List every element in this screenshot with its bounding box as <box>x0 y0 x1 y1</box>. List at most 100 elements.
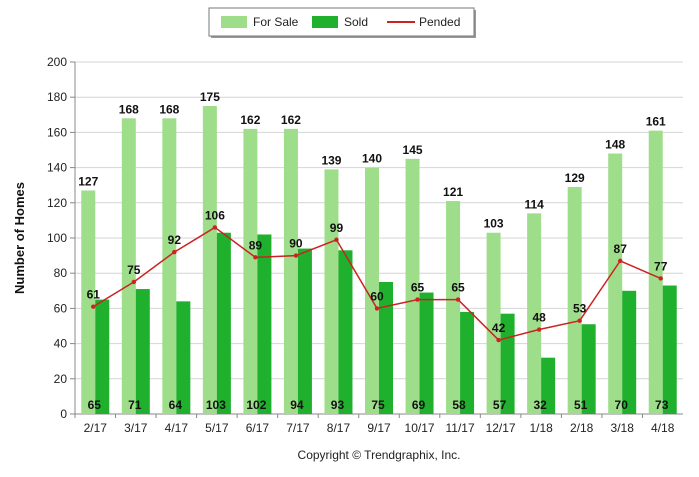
bar-for-sale <box>608 153 623 414</box>
y-tick-label-140: 140 <box>47 161 67 175</box>
label-pended: 87 <box>614 242 628 256</box>
y-tick-label-20: 20 <box>54 372 68 386</box>
pended-point <box>212 225 218 230</box>
label-pended: 75 <box>127 263 141 277</box>
label-sold: 65 <box>88 398 102 412</box>
bar-for-sale <box>81 190 96 414</box>
label-pended: 99 <box>330 221 344 235</box>
pended-point <box>374 306 380 311</box>
label-for-sale: 148 <box>605 138 625 152</box>
x-tick-label: 5/17 <box>205 421 229 435</box>
label-pended: 48 <box>532 311 546 325</box>
x-tick-label: 3/17 <box>124 421 148 435</box>
label-for-sale: 121 <box>443 185 463 199</box>
pended-point <box>293 253 299 258</box>
pended-point <box>253 255 258 260</box>
x-tick-label: 7/17 <box>286 421 310 435</box>
label-for-sale: 168 <box>119 102 139 116</box>
label-for-sale: 129 <box>565 171 585 185</box>
label-sold: 93 <box>331 398 345 412</box>
label-sold: 51 <box>574 398 588 412</box>
bar-sold <box>95 299 110 414</box>
pended-point <box>658 276 663 281</box>
pended-point <box>577 318 582 323</box>
y-tick-label-100: 100 <box>47 231 67 245</box>
y-tick-label-80: 80 <box>54 266 68 280</box>
label-for-sale: 145 <box>403 143 423 157</box>
label-for-sale: 175 <box>200 90 220 104</box>
y-tick-label-180: 180 <box>47 90 67 104</box>
y-tick-label-0: 0 <box>60 407 67 421</box>
label-sold: 73 <box>655 398 669 412</box>
legend-box <box>208 7 475 37</box>
label-sold: 58 <box>452 398 466 412</box>
x-tick-label: 9/17 <box>367 421 391 435</box>
bar-sold <box>622 290 637 414</box>
bar-for-sale <box>567 186 582 414</box>
label-pended: 53 <box>573 302 587 316</box>
pended-point <box>91 304 96 309</box>
y-axis-label: Number of Homes <box>12 182 27 294</box>
pended-line <box>91 225 663 343</box>
data-labels: 127 65 168 71 168 64 175 103 162 102 162 94 139 93 140… <box>78 90 668 412</box>
pended-point <box>496 337 501 343</box>
label-for-sale: 162 <box>281 113 301 127</box>
bar-sold <box>419 292 434 414</box>
label-pended: 61 <box>87 288 101 302</box>
bar-sold <box>338 250 353 414</box>
bar-for-sale <box>405 158 420 414</box>
x-tick-label: 8/17 <box>327 421 351 435</box>
label-for-sale: 103 <box>484 217 504 231</box>
x-tick-label: 3/18 <box>611 421 635 435</box>
label-sold: 94 <box>290 398 304 412</box>
label-for-sale: 161 <box>646 115 666 129</box>
label-pended: 65 <box>411 281 425 295</box>
bar-sold <box>541 357 556 414</box>
label-pended: 60 <box>370 289 384 303</box>
label-sold: 32 <box>533 398 547 412</box>
label-sold: 57 <box>493 398 507 412</box>
legend-swatch <box>312 16 338 28</box>
label-pended: 42 <box>492 321 506 335</box>
copyright-text: Copyright © Trendgraphix, Inc. <box>298 448 461 462</box>
bar-for-sale <box>486 232 501 414</box>
pended-point <box>536 327 542 332</box>
bar-for-sale <box>243 128 258 414</box>
legend-label: Pended <box>419 15 460 29</box>
label-sold: 69 <box>412 398 426 412</box>
bar-sold <box>297 248 312 414</box>
bar-sold <box>176 301 191 414</box>
legend-label: For Sale <box>253 15 299 29</box>
label-for-sale: 139 <box>321 153 341 167</box>
pended-point <box>455 297 461 302</box>
pended-point <box>415 297 420 302</box>
label-for-sale: 140 <box>362 152 382 166</box>
label-pended: 77 <box>654 259 668 273</box>
bar-for-sale <box>121 118 136 414</box>
label-sold: 75 <box>371 398 385 412</box>
label-pended: 90 <box>289 237 303 251</box>
bar-sold <box>460 311 475 414</box>
pended-point <box>618 258 623 264</box>
y-tick-label-120: 120 <box>47 196 67 210</box>
bar-for-sale <box>324 169 339 414</box>
x-tick-label: 6/17 <box>246 421 270 435</box>
label-for-sale: 114 <box>524 197 544 211</box>
legend: For Sale Sold Pended <box>208 7 476 38</box>
bar-sold <box>135 289 150 414</box>
label-for-sale: 162 <box>240 113 260 127</box>
y-tick-label-160: 160 <box>47 125 67 139</box>
label-sold: 103 <box>206 398 226 412</box>
bar-for-sale <box>202 106 217 414</box>
bar-sold <box>581 324 596 414</box>
x-tick-label: 11/17 <box>445 421 474 435</box>
x-tick-label: 12/17 <box>486 421 516 435</box>
legend-swatch <box>221 16 247 28</box>
label-for-sale: 168 <box>159 102 179 116</box>
bars <box>81 106 677 414</box>
legend-label: Sold <box>344 15 368 29</box>
x-tick-label: 2/18 <box>570 421 594 435</box>
bar-for-sale <box>648 130 663 414</box>
bar-for-sale <box>446 201 461 414</box>
